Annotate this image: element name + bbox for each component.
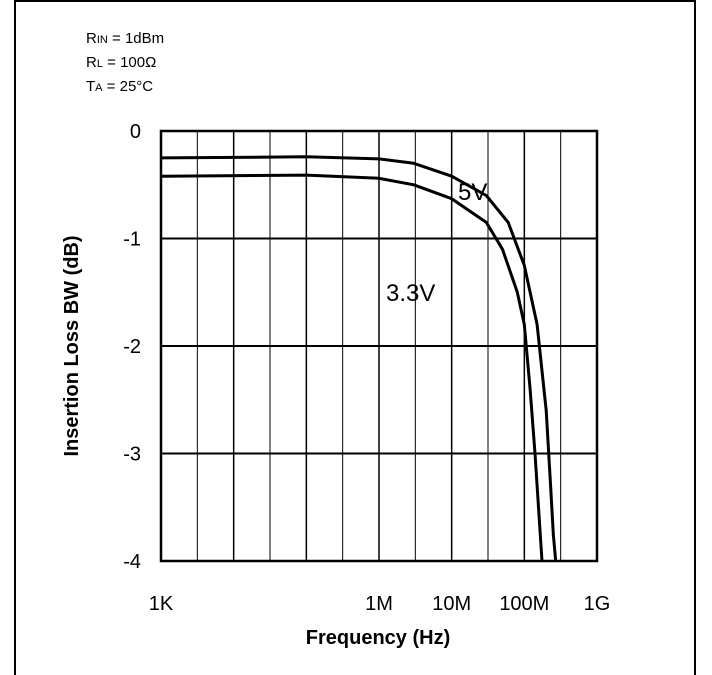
- y-tick-label: 0: [130, 121, 141, 143]
- series-label-3-3v: 3.3V: [386, 280, 435, 307]
- grid: [161, 131, 597, 561]
- x-tick-label: 10M: [432, 593, 471, 615]
- series-lines: [160, 155, 558, 562]
- y-axis-label: Insertion Loss BW (dB): [61, 235, 83, 456]
- axes: [159, 129, 599, 563]
- series-line-5v: [160, 155, 558, 562]
- y-tick-label: -2: [123, 336, 141, 358]
- condition-ta: TA = 25°C: [86, 78, 154, 95]
- series-label-5v: 5V: [458, 179, 487, 206]
- x-tick-label: 100M: [499, 593, 549, 615]
- labels: 1K 1M 10M 100M 1G 0 -1 -2 -3 -4 5V 3.3V: [123, 121, 610, 615]
- y-tick-label: -4: [123, 551, 141, 573]
- plot-border: [159, 129, 599, 563]
- y-tick-label: -3: [123, 444, 141, 466]
- x-tick-label: 1G: [584, 593, 611, 615]
- x-tick-label: 1K: [149, 593, 174, 615]
- x-axis-label: Frequency (Hz): [306, 627, 450, 649]
- chart-frame: [14, 0, 696, 675]
- x-tick-label: 1M: [365, 593, 393, 615]
- series-line-3-3v: [160, 173, 544, 562]
- y-tick-label: -1: [123, 229, 141, 251]
- condition-rl: RL = 100Ω: [86, 54, 157, 71]
- condition-rin: RIN = 1dBm: [86, 30, 165, 47]
